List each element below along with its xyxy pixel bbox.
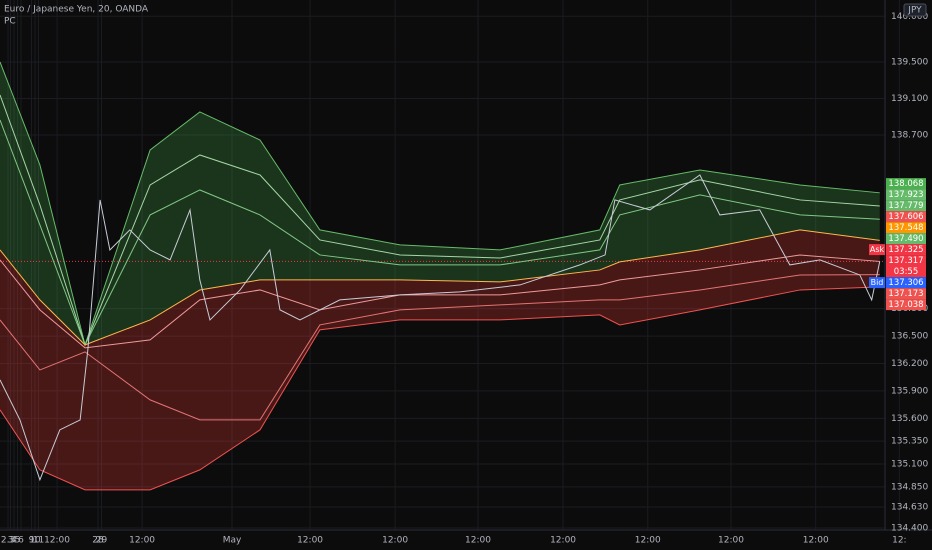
x-tick-label: 5 xyxy=(15,536,21,546)
y-tick-label: 139.500 xyxy=(891,57,928,67)
price-label: 137.306 xyxy=(888,278,923,288)
price-label: 138.068 xyxy=(888,179,923,189)
price-label: 137.317 xyxy=(888,256,923,266)
plot-area xyxy=(0,0,900,530)
x-tick-label: 12:00 xyxy=(382,536,408,546)
price-label-box xyxy=(886,178,926,190)
x-tick-label: 29 xyxy=(96,536,108,546)
price-tag: Ask xyxy=(870,245,885,254)
price-label: 137.325 xyxy=(888,245,923,255)
axes: 140.000139.500139.100138.700136.800136.5… xyxy=(1,12,929,546)
x-tick-label: 12:00 xyxy=(44,536,70,546)
price-label-box xyxy=(886,222,926,234)
price-label-box xyxy=(886,288,926,300)
symbol-title: Euro / Japanese Yen, 20, OANDA xyxy=(4,5,149,15)
band-line xyxy=(0,254,880,349)
y-tick-label: 135.350 xyxy=(891,437,928,447)
x-tick-label: 4 xyxy=(11,536,17,546)
indicator-name: PC xyxy=(4,17,16,27)
y-tick-label: 139.100 xyxy=(891,94,928,104)
y-tick-label: 135.100 xyxy=(891,460,928,470)
price-label-box xyxy=(886,244,926,256)
x-tick-label: 9 xyxy=(29,536,35,546)
price-label-box xyxy=(886,211,926,223)
x-tick-label: 12:00 xyxy=(550,536,576,546)
currency-box[interactable] xyxy=(903,3,927,17)
countdown: 03:55 xyxy=(894,267,919,277)
y-tick-label: 138.700 xyxy=(891,131,928,141)
x-tick-label: 2.3 xyxy=(1,536,15,546)
y-tick-label: 136.500 xyxy=(891,332,928,342)
x-tick-label: 3 xyxy=(8,536,14,546)
band-line xyxy=(0,94,880,347)
price-label-box xyxy=(886,200,926,212)
price-label-box xyxy=(886,299,926,311)
band-line xyxy=(0,286,880,491)
price-label: 137.923 xyxy=(888,190,923,200)
price-label: 137.779 xyxy=(888,201,923,211)
price-label-box xyxy=(886,277,926,289)
price-label: 137.548 xyxy=(888,223,923,233)
x-tick-label: 12:00 xyxy=(718,536,744,546)
price-label-box xyxy=(886,189,926,201)
price-label: 137.038 xyxy=(888,300,923,310)
price-tag: Bid xyxy=(871,278,884,287)
price-label: 137.173 xyxy=(888,289,923,299)
x-tick-label: 12:00 xyxy=(465,536,491,546)
x-tick-label: 12:00 xyxy=(129,536,155,546)
x-tick-label: 11 xyxy=(33,536,44,546)
band-line xyxy=(0,229,880,346)
y-tick-label: 134.630 xyxy=(891,502,928,512)
band-fill xyxy=(0,61,880,345)
price-label-box xyxy=(886,255,926,278)
y-tick-label: 134.400 xyxy=(891,523,928,533)
x-tick-label: May xyxy=(223,536,242,546)
x-tick-label: 12:00 xyxy=(635,536,661,546)
y-tick-label: 135.600 xyxy=(891,414,928,424)
y-tick-label: 134.850 xyxy=(891,482,928,492)
band-line xyxy=(0,119,880,347)
currency[interactable]: JPY xyxy=(907,6,922,16)
price-tag-box xyxy=(869,277,885,289)
x-tick-label: 6 xyxy=(18,536,24,546)
price-line xyxy=(0,174,881,482)
price-label: 137.490 xyxy=(888,234,923,244)
price-label-box xyxy=(886,233,926,245)
y-tick-label: 140.000 xyxy=(891,12,928,22)
x-tick-label: 28 xyxy=(92,536,104,546)
band-line xyxy=(0,61,880,347)
y-tick-label: 136.200 xyxy=(891,359,928,369)
price-label: 137.606 xyxy=(888,212,923,222)
price-tag-box xyxy=(869,244,885,256)
band-line xyxy=(0,274,880,421)
x-tick-label: 12:00 xyxy=(297,536,323,546)
x-tick-label: 12:00 xyxy=(803,536,829,546)
x-tick-label: 12: xyxy=(892,536,906,546)
x-tick-label: 10 xyxy=(29,536,41,546)
y-tick-label: 135.900 xyxy=(891,386,928,396)
